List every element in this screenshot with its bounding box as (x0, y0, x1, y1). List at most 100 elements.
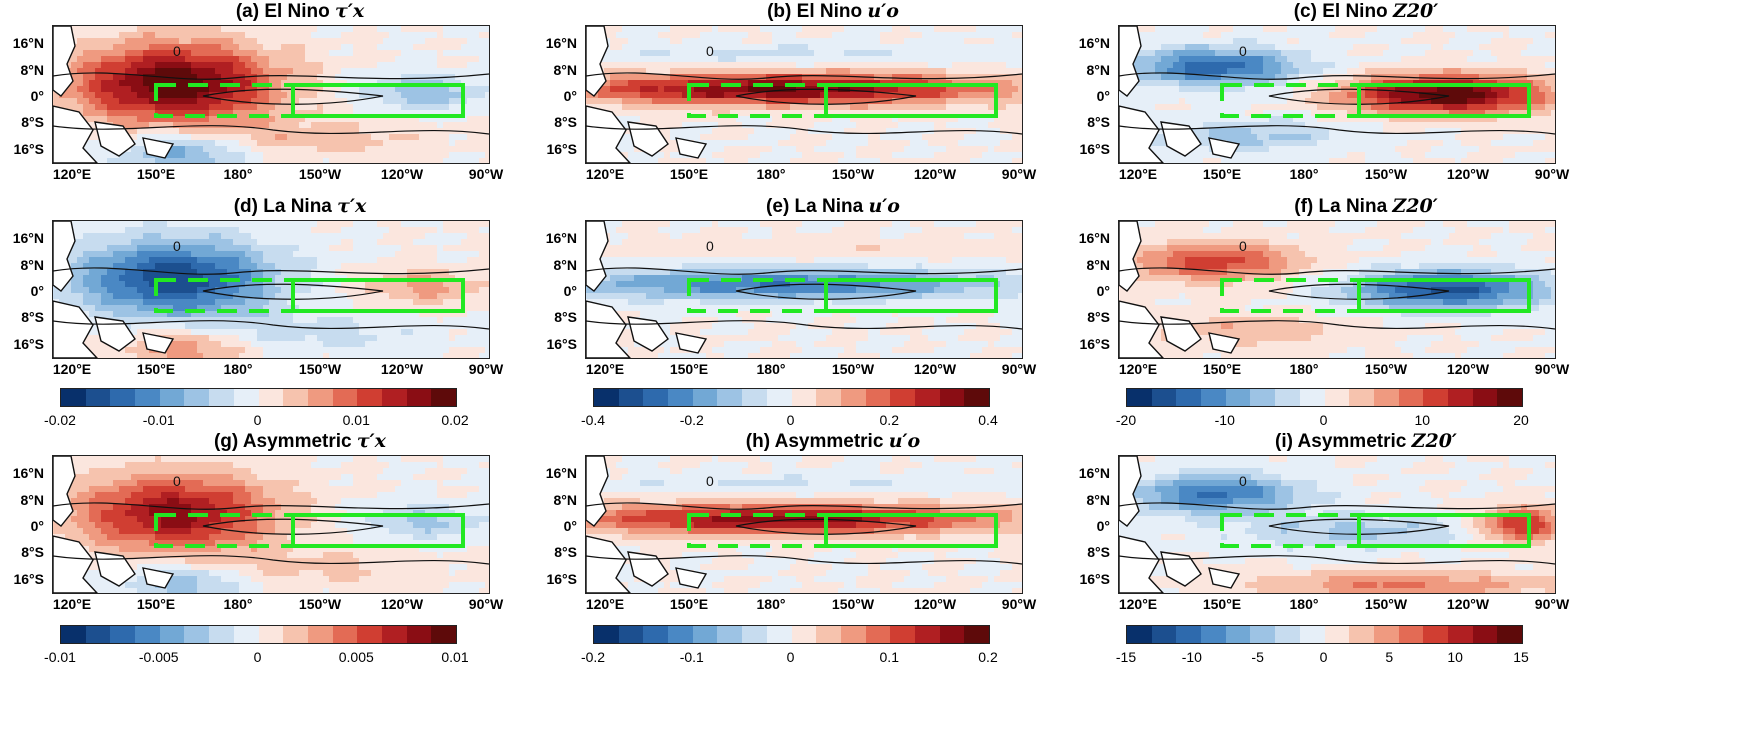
heatmap-cell (197, 44, 203, 50)
heatmap-cell (1449, 146, 1455, 152)
heatmap-cell (958, 146, 964, 152)
heatmap-cell (712, 68, 718, 74)
heatmap-cell (664, 128, 670, 134)
heatmap-cell (862, 62, 868, 68)
heatmap-cell (988, 158, 994, 163)
heatmap-cell (401, 62, 407, 68)
heatmap-cell (634, 68, 640, 74)
heatmap-cell (1311, 92, 1317, 98)
heatmap-cell (107, 38, 113, 44)
heatmap-cell (143, 26, 149, 32)
heatmap-cell (1431, 110, 1437, 116)
heatmap-cell (389, 86, 395, 92)
heatmap-cell (1497, 104, 1503, 110)
heatmap-cell (922, 26, 928, 32)
heatmap-cell (191, 56, 197, 62)
heatmap-cell (652, 80, 658, 86)
heatmap-cell (1000, 92, 1006, 98)
heatmap-cell (1365, 86, 1371, 92)
heatmap-cell (1269, 44, 1275, 50)
heatmap-cell (137, 80, 143, 86)
heatmap-cell (868, 116, 874, 122)
heatmap-cell (461, 134, 467, 140)
heatmap-cell (1137, 56, 1143, 62)
heatmap-cell (1161, 56, 1167, 62)
heatmap-cell (455, 56, 461, 62)
heatmap-cell (922, 38, 928, 44)
heatmap-cell (844, 128, 850, 134)
heatmap-cell (215, 122, 221, 128)
heatmap-cell (1018, 98, 1022, 104)
heatmap-cell (365, 128, 371, 134)
heatmap-cell (1545, 92, 1551, 98)
heatmap-cell (832, 158, 838, 163)
heatmap-cell (395, 110, 401, 116)
heatmap-cell (1359, 134, 1365, 140)
heatmap-cell (419, 134, 425, 140)
heatmap-cell (101, 110, 107, 116)
heatmap-cell (281, 104, 287, 110)
heatmap-cell (946, 116, 952, 122)
heatmap-cell (1209, 86, 1215, 92)
heatmap-cell (724, 32, 730, 38)
heatmap-cell (874, 122, 880, 128)
heatmap-cell (694, 38, 700, 44)
heatmap-cell (970, 32, 976, 38)
heatmap-cell (886, 122, 892, 128)
heatmap-cell (311, 110, 317, 116)
heatmap-cell (1173, 98, 1179, 104)
heatmap-cell (898, 110, 904, 116)
heatmap-cell (784, 122, 790, 128)
heatmap-cell (1551, 38, 1555, 44)
heatmap-cell (1479, 140, 1485, 146)
heatmap-cell (1281, 140, 1287, 146)
heatmap-cell (1341, 56, 1347, 62)
heatmap-cell (976, 152, 982, 158)
heatmap-cell (622, 44, 628, 50)
heatmap-cell (958, 116, 964, 122)
heatmap-cell (970, 38, 976, 44)
heatmap-cell (221, 134, 227, 140)
heatmap-cell (862, 56, 868, 62)
heatmap-cell (1203, 44, 1209, 50)
heatmap-cell (1203, 134, 1209, 140)
heatmap-cell (245, 26, 251, 32)
heatmap-cell (904, 86, 910, 92)
heatmap-cell (664, 134, 670, 140)
heatmap-cell (167, 128, 173, 134)
lon-tick-label: 120°W (380, 166, 424, 182)
heatmap-cell (856, 32, 862, 38)
heatmap-cell (1239, 56, 1245, 62)
heatmap-cell (1257, 32, 1263, 38)
heatmap-cell (1455, 50, 1461, 56)
heatmap-cell (784, 68, 790, 74)
heatmap-cell (718, 158, 724, 163)
heatmap-cell (760, 32, 766, 38)
heatmap-cell (227, 110, 233, 116)
heatmap-cell (706, 26, 712, 32)
heatmap-cell (1377, 110, 1383, 116)
heatmap-cell (934, 74, 940, 80)
heatmap-cell (371, 86, 377, 92)
heatmap-cell (928, 38, 934, 44)
heatmap-cell (1305, 104, 1311, 110)
heatmap-cell (1551, 122, 1555, 128)
heatmap-cell (215, 68, 221, 74)
heatmap-cell (419, 140, 425, 146)
heatmap-cell (1437, 134, 1443, 140)
heatmap-cell (125, 62, 131, 68)
heatmap-cell (317, 86, 323, 92)
heatmap-cell (784, 140, 790, 146)
heatmap-cell (71, 92, 77, 98)
heatmap-cell (1317, 26, 1323, 32)
heatmap-cell (1527, 68, 1533, 74)
heatmap-cell (125, 44, 131, 50)
heatmap-cell (1323, 152, 1329, 158)
heatmap-cell (658, 80, 664, 86)
heatmap-cell (988, 146, 994, 152)
heatmap-cell (179, 134, 185, 140)
heatmap-cell (395, 32, 401, 38)
heatmap-cell (1365, 68, 1371, 74)
heatmap-cell (1485, 92, 1491, 98)
heatmap-cell (772, 38, 778, 44)
